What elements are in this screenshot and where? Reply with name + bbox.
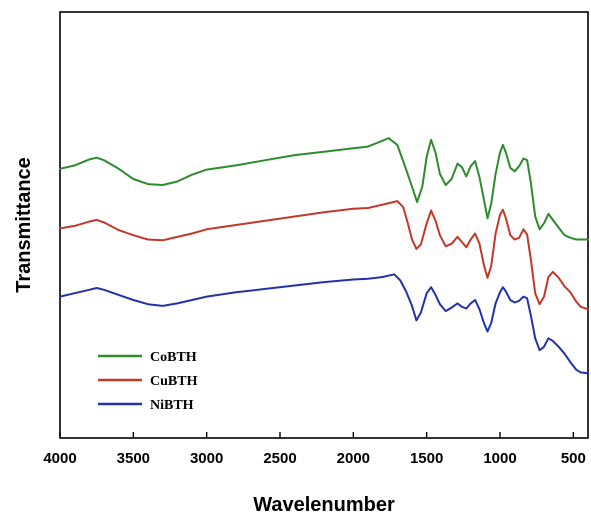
x-tick-label: 3500 (117, 450, 150, 467)
series-line-cobth (59, 137, 589, 241)
x-tick-label: 500 (561, 450, 586, 467)
x-tick-label: 4000 (43, 450, 76, 467)
legend-label-cobth: CoBTH (150, 350, 197, 365)
plot-frame (59, 11, 589, 439)
x-tick-layer: 4000 3500 3000 2500 2000 1500 1000 500 (43, 432, 586, 467)
series-line-nibth (59, 273, 589, 375)
legend: CoBTH CuBTH NiBTH (98, 350, 198, 413)
legend-label-cubth: CuBTH (150, 374, 198, 389)
legend-label-nibth: NiBTH (150, 398, 194, 413)
x-tick-label: 2000 (337, 450, 370, 467)
series-line-cubth (59, 200, 589, 311)
series-layer (59, 137, 589, 375)
x-tick-label: 3000 (190, 450, 223, 467)
x-axis-title: Wavelenumber (253, 494, 395, 516)
x-tick-label: 1500 (410, 450, 443, 467)
y-axis-title: Transmittance (13, 157, 35, 293)
x-tick-label: 1000 (483, 450, 516, 467)
x-tick-label: 2500 (263, 450, 296, 467)
